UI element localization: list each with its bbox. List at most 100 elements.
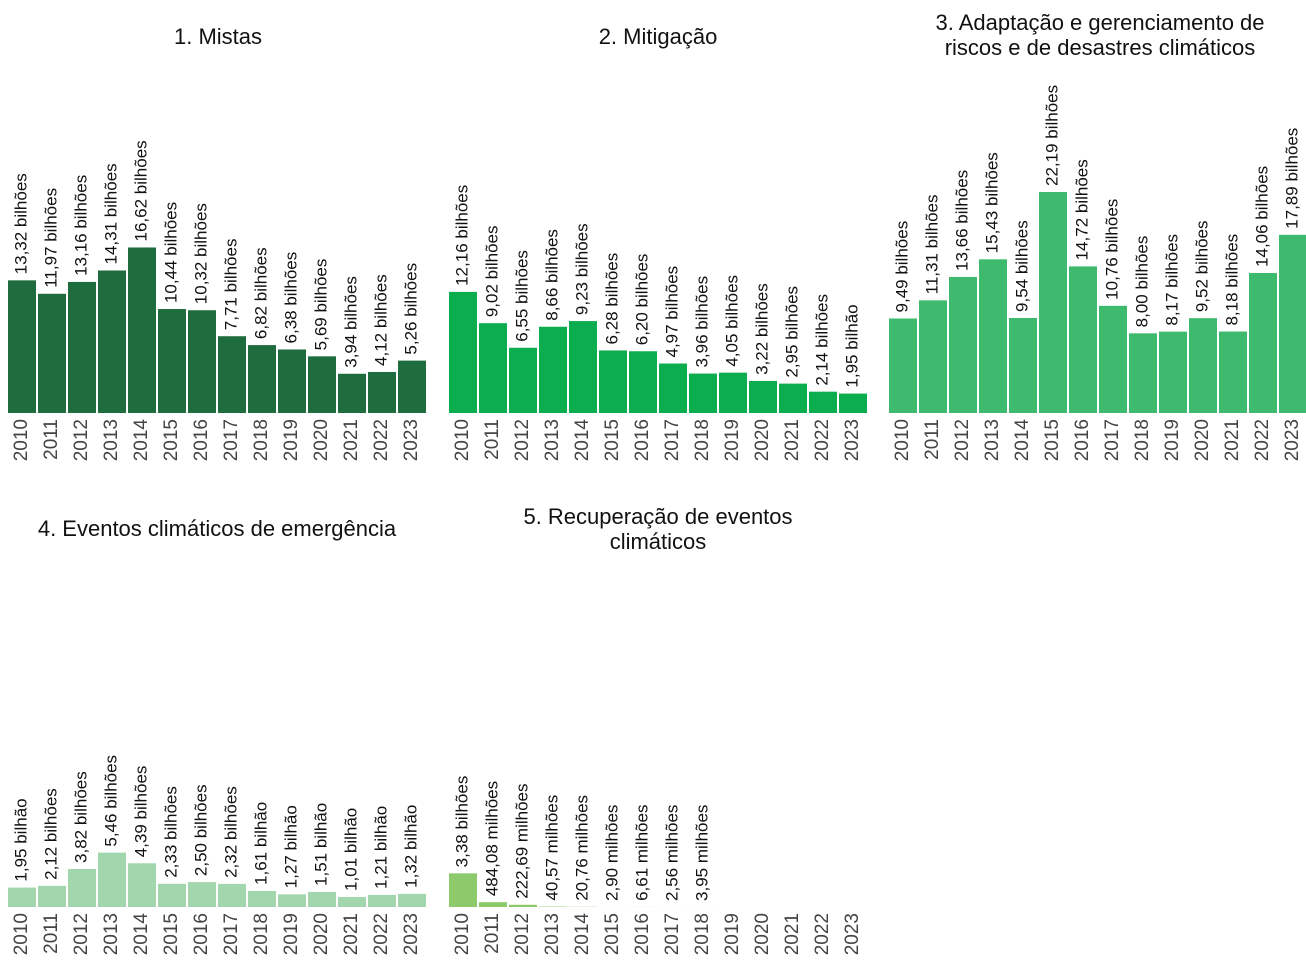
bar	[218, 336, 246, 413]
x-tick-label: 2014	[572, 913, 593, 956]
bar	[188, 882, 216, 907]
value-label: 14,06 bilhões	[1252, 166, 1271, 267]
value-label: 5,46 bilhões	[101, 755, 120, 847]
bar	[158, 883, 186, 907]
x-tick-label: 2013	[101, 419, 122, 461]
x-tick-label: 2011	[41, 419, 62, 460]
bar	[68, 868, 96, 907]
bar	[368, 371, 396, 413]
bar	[1279, 234, 1306, 413]
x-tick-label: 2023	[1282, 419, 1303, 461]
x-tick-label: 2020	[311, 419, 332, 461]
value-label: 2,90 milhões	[602, 805, 621, 901]
value-label: 4,12 bilhões	[371, 274, 390, 366]
x-tick-label: 2010	[11, 913, 32, 955]
bar	[128, 247, 156, 413]
bar	[1219, 331, 1247, 413]
x-tick-label: 2021	[782, 913, 803, 955]
bar	[8, 280, 36, 413]
x-tick-label: 2012	[71, 419, 92, 461]
value-label: 5,26 bilhões	[401, 263, 420, 355]
x-tick-label: 2013	[542, 913, 563, 955]
x-tick-label: 2014	[131, 419, 152, 462]
chart-title: 5. Recuperação de eventos climáticos	[523, 504, 793, 554]
value-label: 22,19 bilhões	[1042, 85, 1061, 186]
x-tick-label: 2019	[722, 913, 743, 955]
bar	[719, 372, 747, 413]
x-tick-label: 2021	[782, 419, 803, 461]
bar	[188, 310, 216, 413]
value-label: 4,39 bilhões	[131, 766, 150, 858]
value-label: 484,08 milhões	[482, 781, 501, 896]
x-tick-label: 2011	[482, 913, 503, 954]
bar	[889, 318, 917, 413]
bar	[919, 300, 947, 413]
bar	[338, 373, 366, 413]
bar	[949, 276, 977, 413]
bar	[128, 863, 156, 907]
x-tick-label: 2015	[602, 419, 623, 461]
bar	[248, 890, 276, 907]
value-label: 8,17 bilhões	[1162, 234, 1181, 326]
value-label: 8,00 bilhões	[1132, 236, 1151, 328]
chart-title: 2. Mitigação	[598, 24, 718, 49]
value-label: 10,32 bilhões	[191, 203, 210, 304]
bar	[338, 896, 366, 907]
bar	[1189, 318, 1217, 413]
x-tick-label: 2010	[452, 419, 473, 461]
x-tick-label: 2013	[101, 913, 122, 955]
x-tick-label: 2010	[452, 913, 473, 955]
bar	[539, 326, 567, 413]
value-label: 3,22 bilhões	[752, 283, 771, 375]
x-tick-label: 2015	[1042, 419, 1063, 461]
x-tick-label: 2022	[371, 913, 392, 955]
x-tick-label: 2012	[952, 419, 973, 461]
value-label: 13,16 bilhões	[71, 175, 90, 276]
x-tick-label: 2014	[1012, 419, 1033, 462]
x-tick-label: 2016	[1072, 419, 1093, 461]
bar	[1159, 331, 1187, 413]
x-tick-label: 2017	[662, 913, 683, 955]
x-tick-label: 2019	[722, 419, 743, 461]
x-tick-label: 2013	[982, 419, 1003, 461]
bar	[979, 259, 1007, 413]
value-label: 17,89 bilhões	[1282, 128, 1301, 229]
value-label: 11,31 bilhões	[922, 194, 941, 294]
x-tick-label: 2019	[281, 913, 302, 955]
bar	[779, 383, 807, 413]
value-label: 9,52 bilhões	[1192, 220, 1211, 312]
value-label: 14,31 bilhões	[101, 163, 120, 264]
value-label: 222,69 milhões	[512, 783, 531, 898]
value-label: 16,62 bilhões	[131, 140, 150, 241]
value-label: 9,23 bilhões	[572, 223, 591, 315]
value-label: 6,28 bilhões	[602, 253, 621, 345]
bar	[1069, 266, 1097, 413]
x-tick-label: 2023	[842, 419, 863, 461]
chart-title: 1. Mistas	[173, 24, 263, 49]
bar	[449, 291, 477, 413]
x-tick-label: 2023	[842, 913, 863, 955]
value-label: 3,95 milhões	[692, 805, 711, 901]
x-tick-label: 2015	[161, 419, 182, 461]
value-label: 6,55 bilhões	[512, 250, 531, 342]
x-tick-label: 2014	[131, 913, 152, 956]
bar	[479, 323, 507, 413]
bar	[1009, 317, 1037, 413]
x-tick-label: 2016	[191, 419, 212, 461]
value-label: 1,27 bilhão	[281, 805, 300, 888]
x-tick-label: 2022	[1252, 419, 1273, 461]
bar	[278, 894, 306, 907]
value-label: 10,44 bilhões	[161, 202, 180, 303]
x-tick-label: 2014	[572, 419, 593, 462]
x-tick-label: 2012	[512, 913, 533, 955]
bar	[398, 893, 426, 907]
x-tick-label: 2011	[482, 419, 503, 460]
x-tick-label: 2010	[11, 419, 32, 461]
bar	[68, 281, 96, 413]
x-tick-label: 2011	[41, 913, 62, 954]
value-label: 14,72 bilhões	[1072, 159, 1091, 260]
bar	[629, 351, 657, 413]
bar	[509, 347, 537, 413]
value-label: 6,61 milhões	[632, 805, 651, 901]
